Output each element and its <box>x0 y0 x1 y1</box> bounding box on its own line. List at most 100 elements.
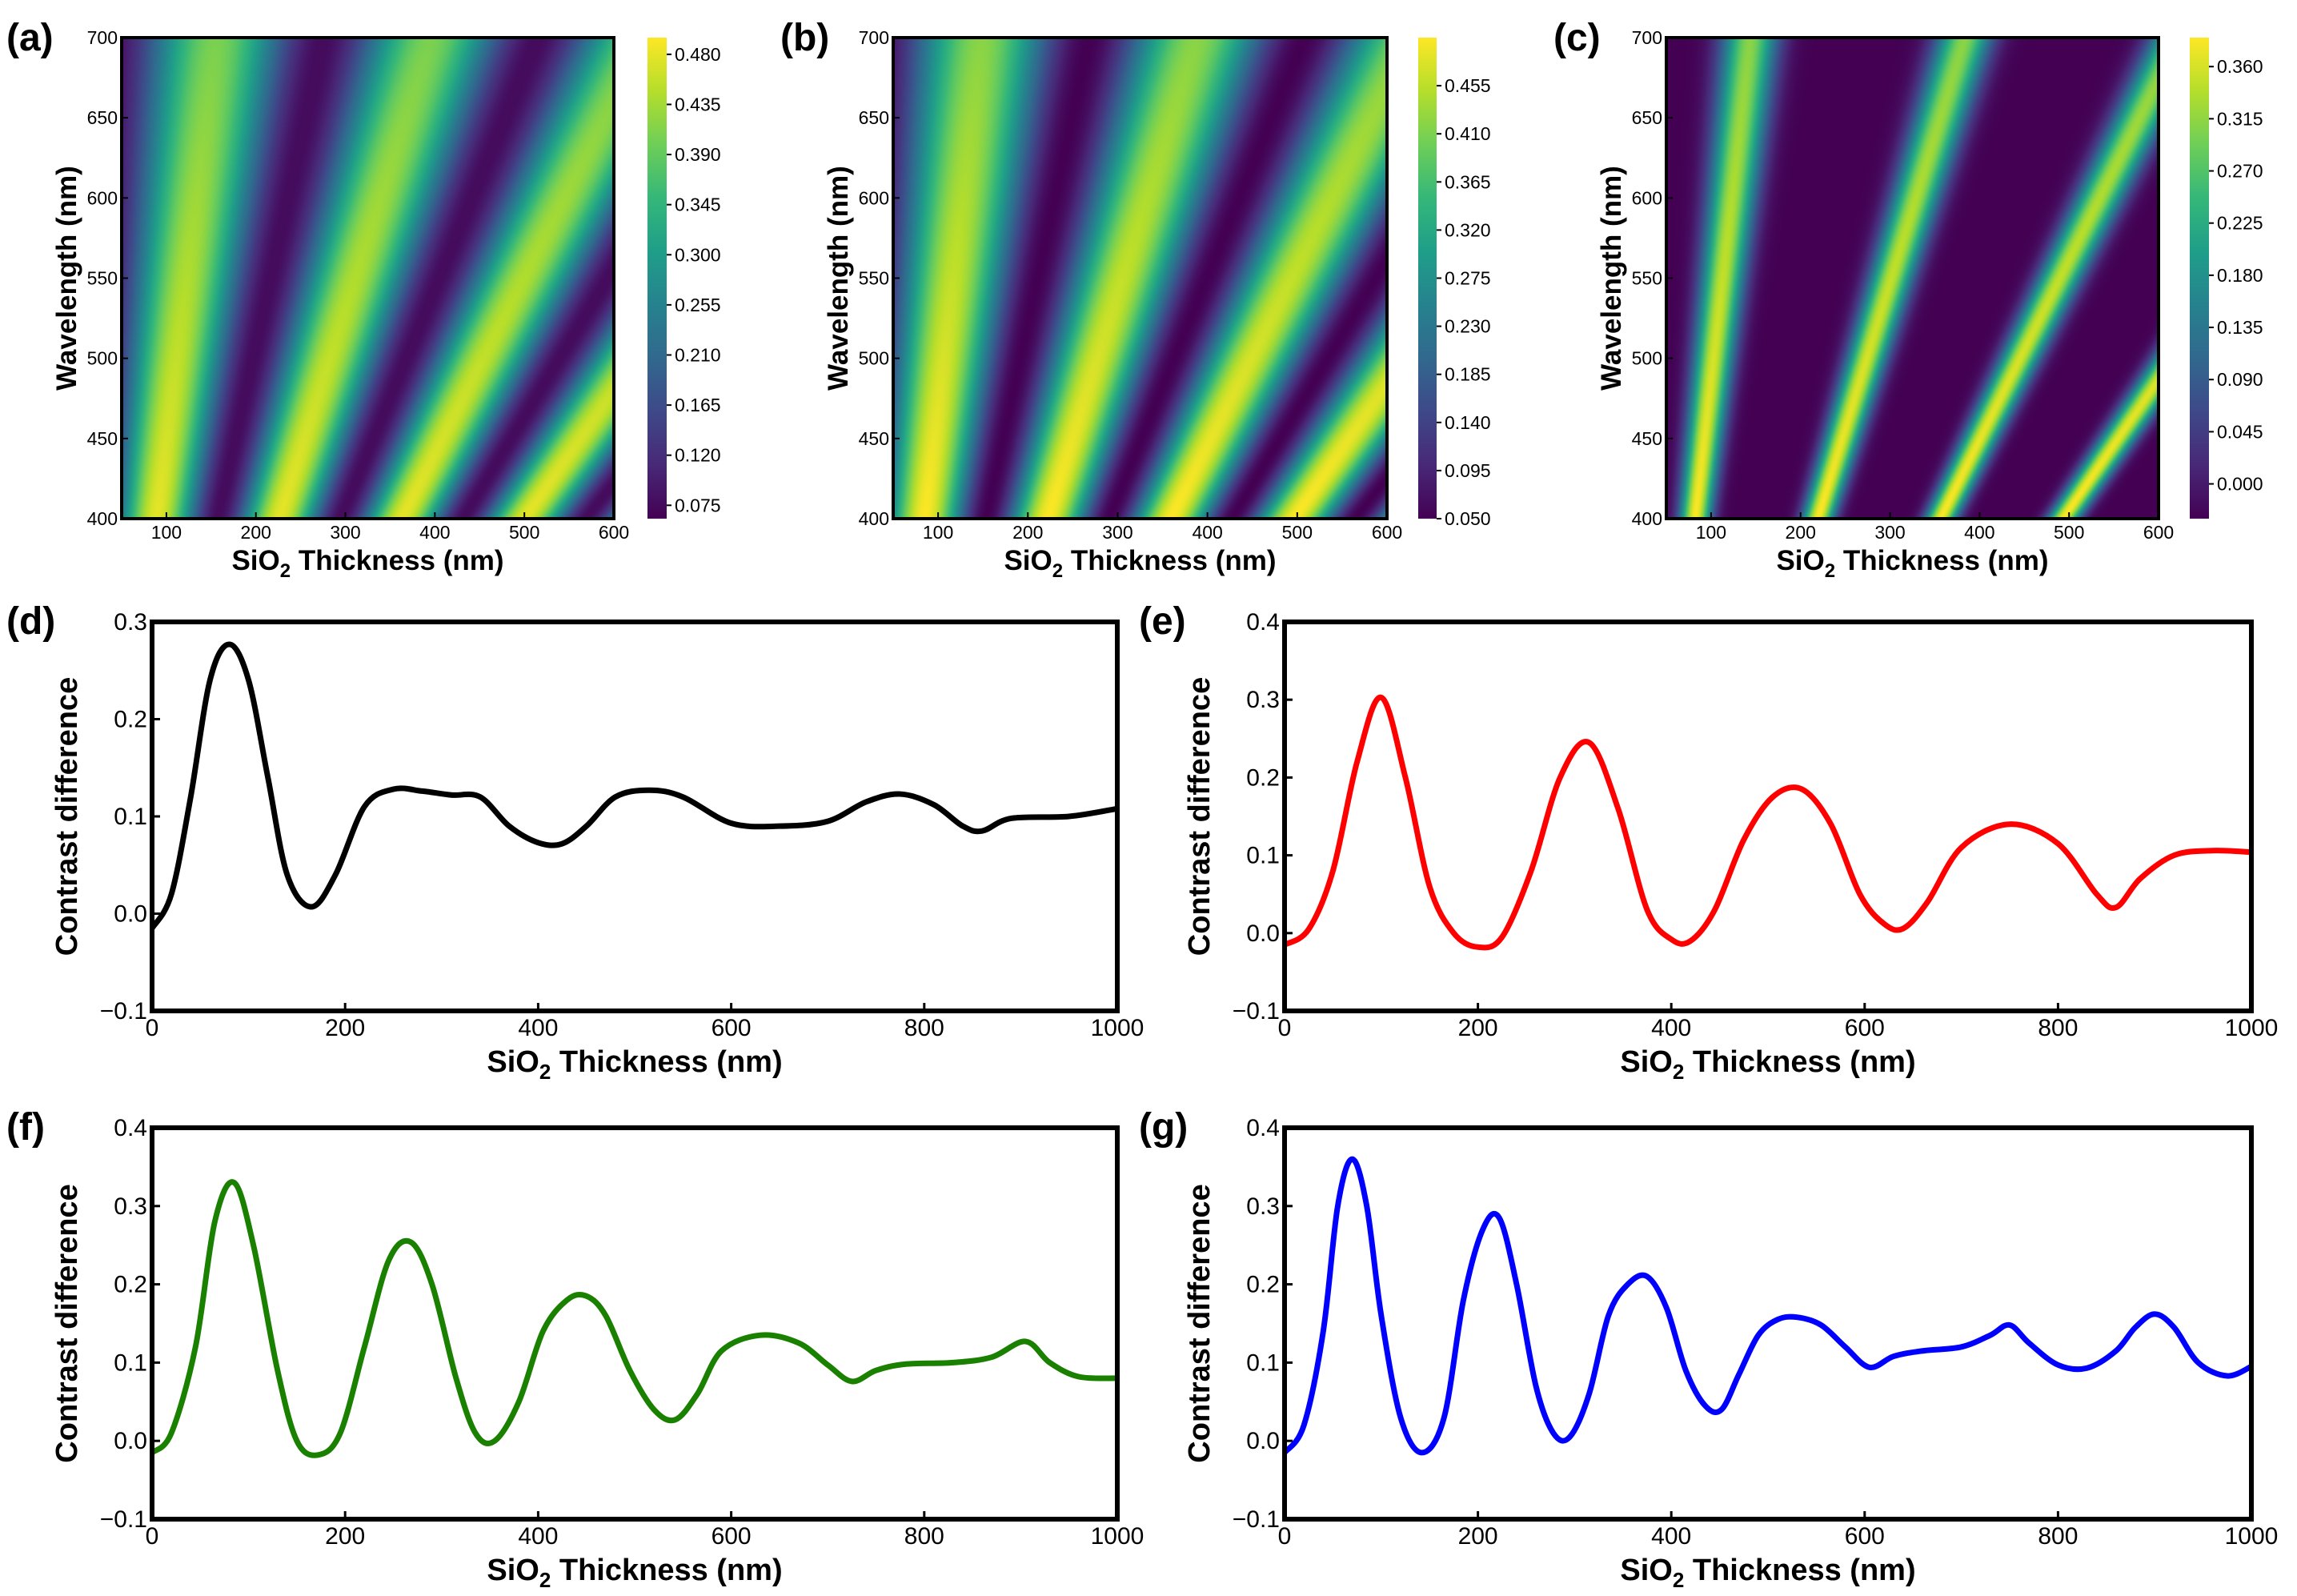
colorbar-tick-label: 0.345 <box>675 194 721 215</box>
x-axis-label-sub: 2 <box>539 1060 551 1084</box>
panel-f: (f) 0 200 400 600 800 1000 −0.1 0.0 0.1 0.2 0.3 0.4 S… <box>6 1106 1144 1592</box>
colorbar-tick-label: 0.270 <box>2217 161 2263 182</box>
colorbar-tick-label: 0.365 <box>1445 171 1491 192</box>
y-axis-label: Wavelength (nm) <box>1596 166 1627 391</box>
x-axis-label-main: SiO <box>1004 545 1052 576</box>
x-axis-label-sub: 2 <box>1673 1568 1684 1592</box>
x-axis-label-rest: Thickness (nm) <box>1684 1554 1915 1587</box>
y-tick-label: 550 <box>87 268 118 289</box>
x-axis-label-main: SiO <box>1620 1045 1672 1079</box>
y-tick-label: 650 <box>859 107 889 128</box>
plot-frame <box>1282 620 2254 1013</box>
y-tick-label: 0.1 <box>1246 843 1280 869</box>
x-tick-label: 200 <box>1012 522 1043 543</box>
panel-c: (c) 100 200 300 400 500 600 400 450 500 550 600 650 7… <box>1553 17 2263 582</box>
x-tick-label: 200 <box>1458 1015 1498 1041</box>
panel-g: (g) 0 200 400 600 800 1000 −0.1 0.0 0.1 0.2 0.3 0.4 S… <box>1139 1106 2278 1592</box>
colorbar-tick-label: 0.050 <box>1445 508 1491 529</box>
x-tick-label: 400 <box>1964 522 1994 543</box>
colorbar-tick-label: 0.180 <box>2217 265 2263 286</box>
plot-background <box>1285 622 2251 1011</box>
y-tick-label: 0.4 <box>114 1115 147 1141</box>
x-tick-label: 600 <box>1845 1523 1885 1550</box>
x-tick-label: 100 <box>923 522 953 543</box>
x-tick-label: 0 <box>146 1523 159 1550</box>
series-line <box>152 641 1117 932</box>
x-tick-label: 300 <box>1102 522 1132 543</box>
colorbar <box>647 38 667 519</box>
x-axis-label: SiO2 Thickness (nm) <box>487 1554 782 1592</box>
x-tick-label: 600 <box>712 1015 752 1041</box>
y-tick-label: 0.2 <box>1246 1272 1280 1298</box>
y-tick-label: 400 <box>1632 508 1662 529</box>
y-tick-label: 600 <box>87 187 118 208</box>
x-axis-label-rest: Thickness (nm) <box>1684 1045 1915 1079</box>
x-tick-label: 600 <box>1372 522 1402 543</box>
x-axis-label: SiO2 Thickness (nm) <box>1776 545 2048 582</box>
y-tick-label: 450 <box>859 428 889 449</box>
y-axis-label: Contrast difference <box>1183 1184 1217 1462</box>
x-tick-label: 400 <box>518 1015 558 1041</box>
colorbar-tick-label: 0.165 <box>675 395 721 415</box>
colorbar-tick-label: 0.230 <box>1445 316 1491 337</box>
x-axis-label: SiO2 Thickness (nm) <box>487 1045 782 1084</box>
colorbar-tick-label: 0.320 <box>1445 219 1491 240</box>
panel-label: (c) <box>1553 17 1601 59</box>
panel-b: (b) 100 200 300 400 500 600 400 450 500 550 600 650 7… <box>780 17 1491 582</box>
y-tick-label: −0.1 <box>100 1506 147 1533</box>
x-tick-label: 600 <box>2143 522 2174 543</box>
x-tick-label: 800 <box>2038 1015 2078 1041</box>
series-line <box>1285 1156 2251 1456</box>
y-tick-label: 500 <box>1632 348 1662 369</box>
x-tick-label: 100 <box>1696 522 1726 543</box>
colorbar-tick-label: 0.075 <box>675 495 721 515</box>
x-tick-label: 200 <box>325 1015 365 1041</box>
y-tick-label: 0.3 <box>1246 687 1280 713</box>
colorbar-tick-label: 0.120 <box>675 445 721 466</box>
y-tick-label: 700 <box>859 27 889 48</box>
x-tick-label: 400 <box>419 522 450 543</box>
y-tick-label: 550 <box>1632 268 1662 289</box>
x-axis-label-rest: Thickness (nm) <box>551 1554 782 1587</box>
x-tick-label: 100 <box>151 522 182 543</box>
x-axis-label-sub: 2 <box>1673 1060 1684 1084</box>
y-tick-label: 0.4 <box>1246 1115 1280 1141</box>
y-tick-label: 0.1 <box>1246 1349 1280 1376</box>
x-tick-label: 1000 <box>2225 1523 2279 1550</box>
x-axis-label-rest: Thickness (nm) <box>1835 545 2048 576</box>
panel-e: (e) 0 200 400 600 800 1000 −0.1 0.0 0.1 0.2 0.3 0.4 S… <box>1139 600 2278 1084</box>
y-tick-label: 0.0 <box>114 1428 147 1454</box>
x-tick-label: 800 <box>2038 1523 2078 1550</box>
y-axis-label: Wavelength (nm) <box>823 166 854 391</box>
x-axis-label-main: SiO <box>487 1554 539 1587</box>
y-tick-label: 450 <box>1632 428 1662 449</box>
x-axis-label-rest: Thickness (nm) <box>1063 545 1276 576</box>
panel-label: (g) <box>1139 1106 1188 1149</box>
y-tick-label: 500 <box>87 348 118 369</box>
x-tick-label: 600 <box>599 522 629 543</box>
colorbar-tick-label: 0.210 <box>675 344 721 365</box>
panel-label: (f) <box>6 1106 45 1149</box>
colorbar-tick-label: 0.435 <box>675 94 721 114</box>
panel-label: (a) <box>6 17 54 59</box>
x-tick-label: 0 <box>146 1015 159 1041</box>
y-tick-label: 0.4 <box>1246 609 1280 636</box>
x-tick-label: 400 <box>1651 1523 1691 1550</box>
y-axis-label: Wavelength (nm) <box>51 166 82 391</box>
x-tick-label: 0 <box>1278 1523 1292 1550</box>
plot-frame <box>150 1125 1120 1522</box>
x-tick-label: 0 <box>1278 1015 1292 1041</box>
colorbar-tick-label: 0.000 <box>2217 474 2263 495</box>
colorbar <box>1418 38 1437 519</box>
x-axis-label: SiO2 Thickness (nm) <box>1620 1045 1915 1084</box>
plot-background <box>152 622 1117 1011</box>
y-tick-label: 700 <box>1632 27 1662 48</box>
y-axis-label: Contrast difference <box>50 1184 84 1462</box>
y-tick-label: 700 <box>87 27 118 48</box>
x-axis-label-sub: 2 <box>1825 560 1835 582</box>
panel-a: (a) 100 200 300 400 500 600 400 450 500 550 600 650 7… <box>6 17 721 582</box>
y-tick-label: 0.3 <box>114 1193 147 1220</box>
y-tick-label: 0.0 <box>1246 920 1280 947</box>
x-axis-label: SiO2 Thickness (nm) <box>1620 1554 1915 1592</box>
heatmap-image <box>1666 38 2159 519</box>
